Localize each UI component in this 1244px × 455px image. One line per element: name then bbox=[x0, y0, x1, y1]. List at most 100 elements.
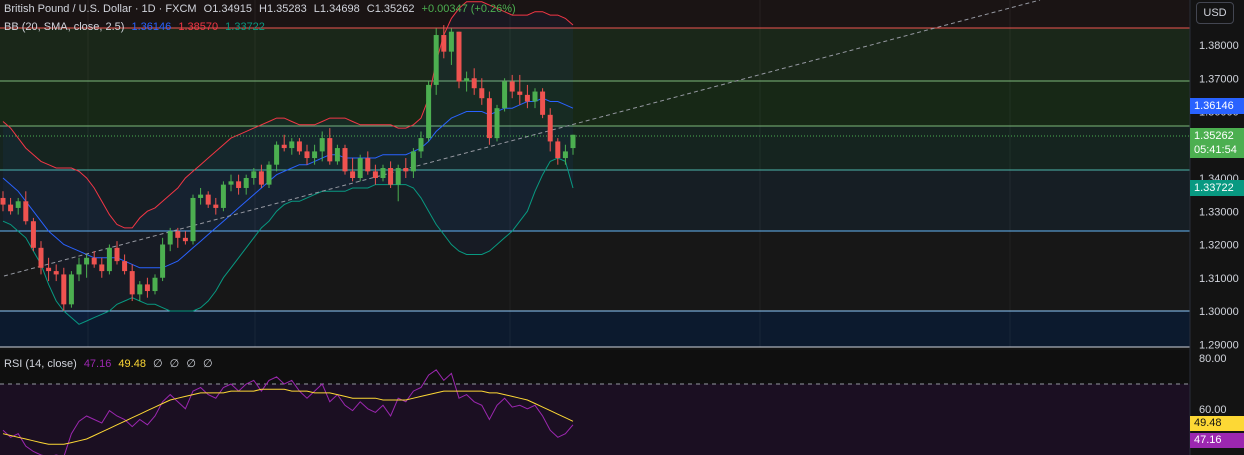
price-axis-label: 1.29000 bbox=[1199, 339, 1239, 350]
price-axis-label: 1.30000 bbox=[1199, 306, 1239, 318]
candle-body bbox=[91, 257, 97, 265]
candle-body bbox=[372, 171, 378, 178]
main-price-chart[interactable]: 1.380001.370001.360001.350001.340001.330… bbox=[0, 0, 1244, 350]
candle-body bbox=[84, 257, 90, 265]
price-axis-label: 1.38000 bbox=[1199, 40, 1239, 52]
current-price-tag: 1.35262 05:41:54 bbox=[1190, 128, 1244, 158]
candle-body bbox=[38, 247, 44, 268]
candle-body bbox=[106, 247, 112, 272]
rsi-extra-3: ∅ bbox=[186, 358, 196, 370]
candlestick-series bbox=[0, 25, 576, 311]
bb-lower-tag: 1.33722 bbox=[1190, 180, 1244, 196]
rsi-ma-tag: 49.48 bbox=[1190, 416, 1244, 431]
candle-body bbox=[53, 271, 59, 275]
candle-body bbox=[122, 261, 128, 272]
candle-body bbox=[220, 184, 226, 208]
ohlc-low: L1.34698 bbox=[313, 3, 360, 15]
rsi-axis-label-60: 60.00 bbox=[1199, 404, 1227, 416]
current-price-value: 1.35262 bbox=[1194, 130, 1234, 142]
candle-body bbox=[289, 141, 295, 149]
candle-body bbox=[175, 231, 181, 238]
candle-body bbox=[486, 98, 492, 139]
rsi-tag: 47.16 bbox=[1190, 433, 1244, 448]
candle-body bbox=[61, 274, 67, 305]
trend-line[interactable] bbox=[3, 0, 1041, 277]
rsi-extra-1: ∅ bbox=[153, 358, 163, 370]
candle-body bbox=[365, 158, 371, 172]
bb-legend[interactable]: BB (20, SMA, close, 2.5) 1.36146 1.38570… bbox=[4, 21, 269, 33]
bollinger-lower-line bbox=[2, 157, 574, 325]
candle-body bbox=[99, 264, 105, 272]
candle-body bbox=[456, 31, 462, 82]
candle-body bbox=[205, 194, 211, 205]
candle-body bbox=[76, 264, 82, 275]
candle-body bbox=[502, 81, 508, 109]
candle-body bbox=[30, 221, 36, 248]
candle-body bbox=[15, 201, 21, 208]
candle-body bbox=[266, 164, 272, 185]
bollinger-band-fill bbox=[3, 1, 573, 325]
rsi-legend-label[interactable]: RSI (14, close) bbox=[4, 358, 77, 370]
candle-body bbox=[167, 231, 173, 245]
candle-body bbox=[380, 168, 386, 178]
rsi-legend[interactable]: RSI (14, close) 47.16 49.48 ∅ ∅ ∅ ∅ bbox=[4, 357, 217, 370]
symbol-name[interactable]: British Pound / U.S. Dollar · 1D · FXCM bbox=[4, 3, 197, 15]
rsi-ma-line bbox=[2, 388, 574, 445]
rsi-pane[interactable]: 80.00 60.00 bbox=[0, 350, 1244, 455]
candle-body bbox=[448, 31, 454, 52]
candle-body bbox=[274, 144, 280, 165]
rsi-value: 47.16 bbox=[83, 358, 112, 370]
zone-slate bbox=[0, 170, 1190, 231]
candle-body bbox=[540, 91, 546, 115]
candle-body bbox=[433, 35, 439, 85]
candle-body bbox=[471, 78, 477, 89]
candle-body bbox=[296, 141, 302, 152]
symbol-legend[interactable]: British Pound / U.S. Dollar · 1D · FXCM … bbox=[4, 3, 520, 15]
zone-teal bbox=[0, 126, 1190, 170]
rsi-line bbox=[2, 369, 574, 455]
zone-backgrounds bbox=[0, 0, 1190, 347]
candle-body bbox=[68, 274, 74, 305]
rsi-extra-4: ∅ bbox=[202, 358, 213, 370]
bb-upper-value: 1.38570 bbox=[178, 21, 219, 33]
candle-body bbox=[0, 197, 6, 205]
bar-countdown: 05:41:54 bbox=[1194, 144, 1237, 156]
bb-legend-label[interactable]: BB (20, SMA, close, 2.5) bbox=[4, 21, 125, 33]
candle-body bbox=[388, 168, 394, 185]
bollinger-upper-line bbox=[2, 1, 574, 229]
zone-green-2 bbox=[0, 81, 1190, 126]
candle-body bbox=[251, 171, 257, 178]
candle-body bbox=[23, 201, 29, 222]
candle-body bbox=[357, 158, 363, 178]
candle-body bbox=[304, 151, 310, 159]
zone-top bbox=[0, 0, 1190, 28]
candle-body bbox=[312, 151, 318, 159]
candle-body bbox=[441, 35, 447, 52]
currency-button[interactable]: USD bbox=[1196, 2, 1234, 24]
ohlc-close: C1.35262 bbox=[366, 3, 415, 15]
candle-body bbox=[144, 284, 150, 292]
zone-navy bbox=[0, 311, 1190, 347]
rsi-extra-2: ∅ bbox=[169, 358, 180, 370]
ohlc-high: H1.35283 bbox=[259, 3, 307, 15]
price-axis-label: 1.37000 bbox=[1199, 73, 1239, 85]
candle-body bbox=[517, 91, 523, 95]
candle-body bbox=[137, 284, 143, 295]
price-change: +0.00347 (+0.26%) bbox=[421, 3, 516, 15]
rsi-ma-value: 49.48 bbox=[118, 358, 146, 370]
ohlc-open: O1.34915 bbox=[203, 3, 252, 15]
candle-body bbox=[334, 148, 340, 162]
candle-body bbox=[426, 84, 432, 139]
candle-body bbox=[350, 171, 356, 178]
candle-body bbox=[228, 181, 234, 185]
candle-body bbox=[198, 194, 204, 198]
candle-body bbox=[395, 168, 401, 185]
candle-body bbox=[524, 94, 530, 102]
candle-body bbox=[342, 148, 348, 172]
candle-body bbox=[327, 138, 333, 162]
candle-body bbox=[532, 91, 538, 102]
candle-body bbox=[129, 271, 135, 295]
candle-body bbox=[46, 267, 52, 272]
candle-body bbox=[464, 78, 470, 82]
candle-body bbox=[213, 204, 219, 208]
